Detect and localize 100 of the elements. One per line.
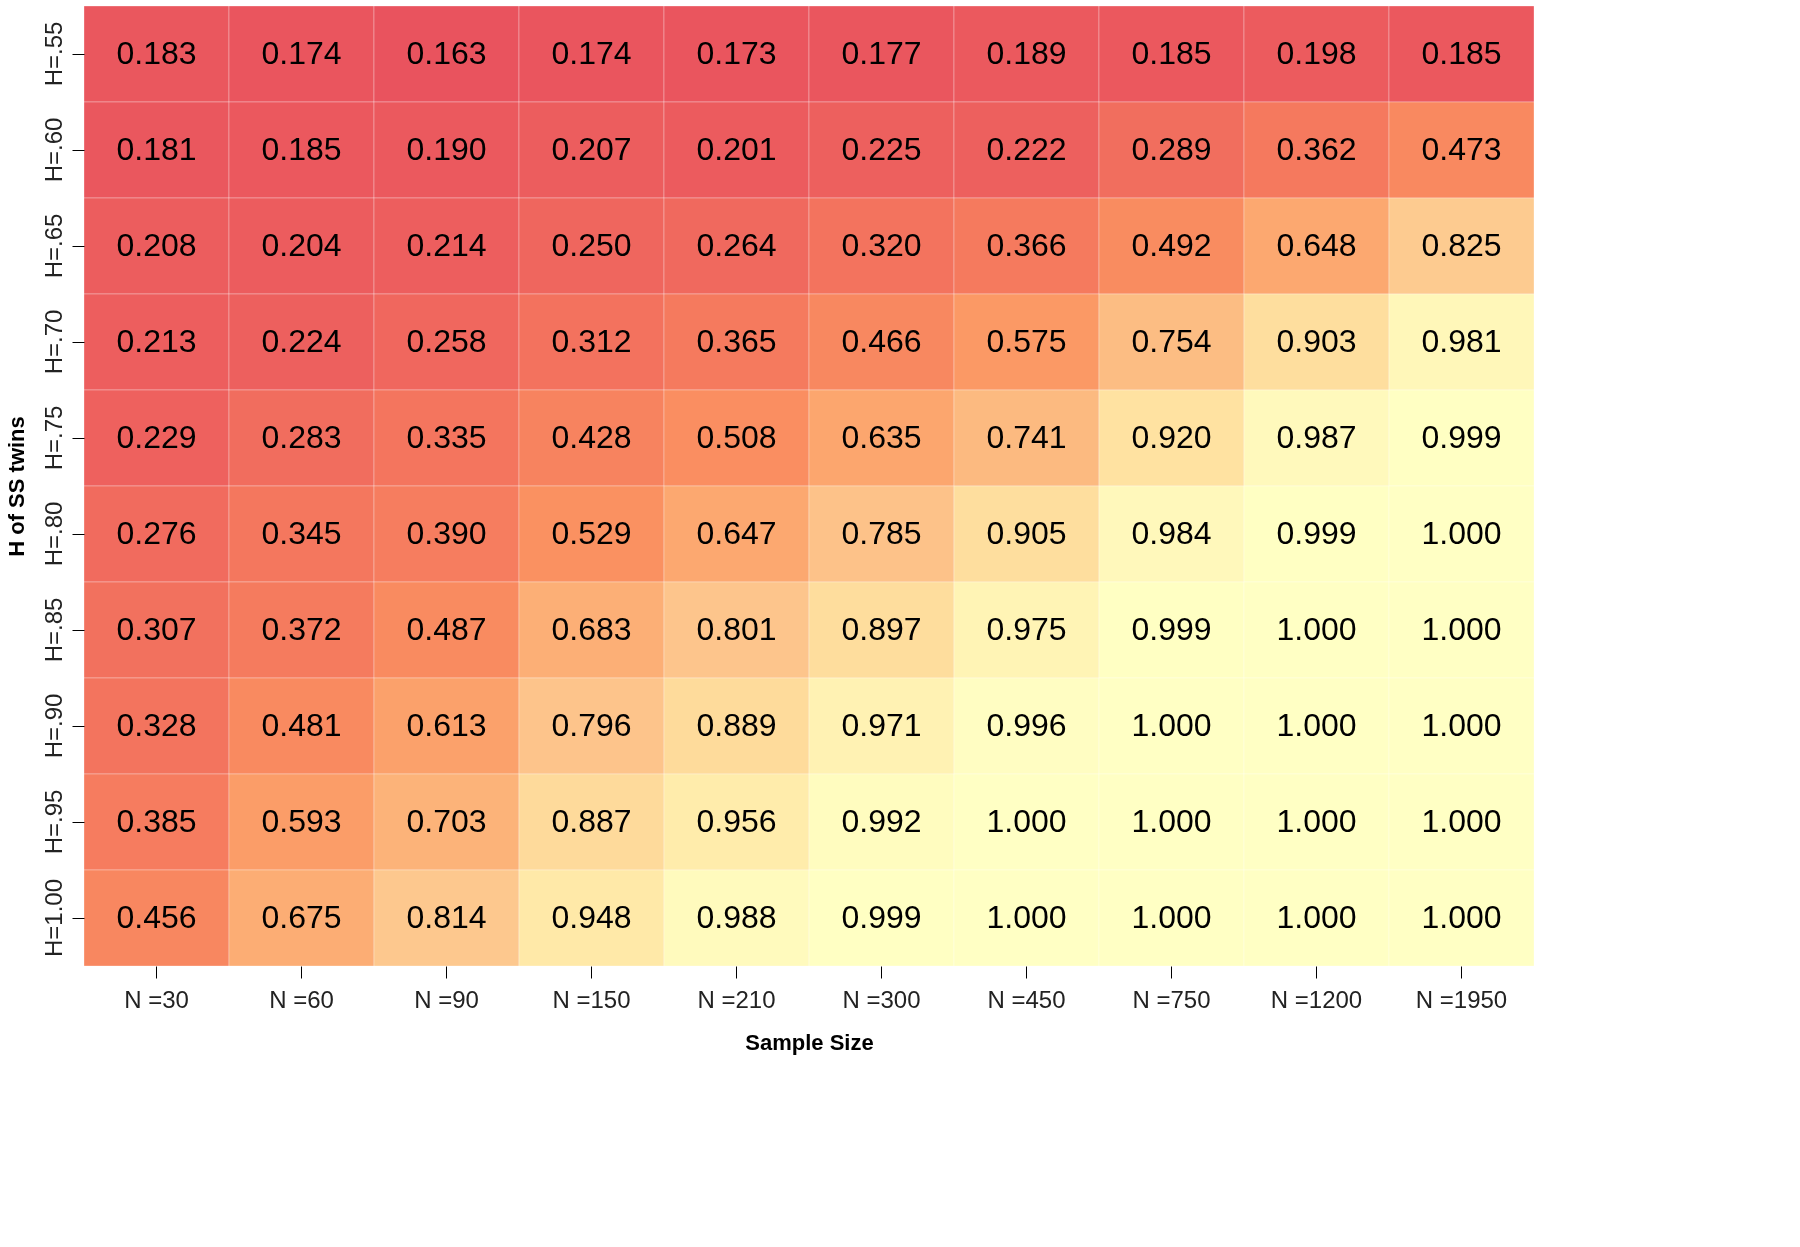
data-label: 0.999: [1421, 419, 1502, 455]
data-label: 0.345: [261, 515, 342, 551]
data-label: 0.903: [1276, 323, 1357, 359]
data-label: 0.487: [406, 611, 487, 647]
data-label: 0.185: [261, 131, 342, 167]
x-axis-title: Sample Size: [745, 1029, 874, 1055]
data-label: 0.956: [696, 803, 777, 839]
data-label: 0.289: [1131, 131, 1212, 167]
x-tick-label: N =150: [552, 985, 631, 1013]
data-label: 0.984: [1131, 515, 1212, 551]
data-label: 1.000: [1276, 899, 1357, 935]
data-label: 0.635: [841, 419, 922, 455]
data-label: 0.988: [696, 899, 777, 935]
data-label: 0.189: [986, 35, 1067, 71]
x-tick-label: N =210: [697, 985, 776, 1013]
data-label: 0.785: [841, 515, 922, 551]
data-label: 0.456: [116, 899, 197, 935]
data-label: 0.185: [1421, 35, 1502, 71]
data-label: 0.529: [551, 515, 632, 551]
data-label: 0.920: [1131, 419, 1212, 455]
data-label: 0.328: [116, 707, 197, 743]
data-label: 0.214: [406, 227, 487, 263]
y-tick-label: H=.90: [39, 693, 67, 759]
data-label: 0.703: [406, 803, 487, 839]
data-label: 1.000: [1131, 899, 1212, 935]
data-label: 0.276: [116, 515, 197, 551]
data-label: 0.675: [261, 899, 342, 935]
data-label: 0.981: [1421, 323, 1502, 359]
data-label: 0.372: [261, 611, 342, 647]
x-tick-label: N =1200: [1270, 985, 1363, 1013]
data-label: 1.000: [1421, 515, 1502, 551]
data-label: 0.177: [841, 35, 922, 71]
data-label: 0.575: [986, 323, 1067, 359]
data-label: 0.996: [986, 707, 1067, 743]
data-label: 0.999: [1276, 515, 1357, 551]
data-label: 0.390: [406, 515, 487, 551]
x-tick-label: N =300: [842, 985, 921, 1013]
data-label: 0.250: [551, 227, 632, 263]
data-label: 0.992: [841, 803, 922, 839]
y-tick-label: H=.60: [39, 117, 67, 183]
data-label: 0.208: [116, 227, 197, 263]
data-label: 0.229: [116, 419, 197, 455]
data-label: 0.613: [406, 707, 487, 743]
data-label: 0.473: [1421, 131, 1502, 167]
data-label: 0.201: [696, 131, 777, 167]
x-tick-label: N =1950: [1415, 985, 1508, 1013]
x-tick-label: N =450: [987, 985, 1066, 1013]
data-label: 0.174: [551, 35, 632, 71]
y-tick-label: H=.80: [39, 501, 67, 567]
data-label: 0.428: [551, 419, 632, 455]
data-label: 0.741: [986, 419, 1067, 455]
data-label: 0.796: [551, 707, 632, 743]
data-label: 0.283: [261, 419, 342, 455]
data-label: 0.190: [406, 131, 487, 167]
data-label: 1.000: [1421, 803, 1502, 839]
data-label: 0.183: [116, 35, 197, 71]
data-label: 0.173: [696, 35, 777, 71]
data-label: 1.000: [1421, 899, 1502, 935]
data-label: 0.647: [696, 515, 777, 551]
data-label: 0.466: [841, 323, 922, 359]
data-label: 0.999: [1131, 611, 1212, 647]
data-label: 0.222: [986, 131, 1067, 167]
data-label: 1.000: [1276, 803, 1357, 839]
data-label: 0.948: [551, 899, 632, 935]
data-label: 0.508: [696, 419, 777, 455]
data-label: 0.225: [841, 131, 922, 167]
data-label: 0.825: [1421, 227, 1502, 263]
y-tick-label: H=.55: [39, 21, 67, 87]
y-tick-label: H=.75: [39, 405, 67, 471]
data-label: 0.163: [406, 35, 487, 71]
data-label: 0.999: [841, 899, 922, 935]
data-label: 0.258: [406, 323, 487, 359]
data-label: 0.887: [551, 803, 632, 839]
y-tick-label: H=.95: [39, 789, 67, 855]
data-label: 0.889: [696, 707, 777, 743]
data-label: 1.000: [1276, 707, 1357, 743]
x-tick-label: N =60: [269, 985, 334, 1013]
data-label: 1.000: [986, 899, 1067, 935]
data-label: 0.204: [261, 227, 342, 263]
y-tick-label: H=.70: [39, 309, 67, 375]
data-label: 0.971: [841, 707, 922, 743]
y-axis-title: H of SS twins: [3, 416, 29, 557]
data-label: 1.000: [1131, 707, 1212, 743]
data-label: 0.905: [986, 515, 1067, 551]
data-label: 0.754: [1131, 323, 1212, 359]
data-label: 0.492: [1131, 227, 1212, 263]
x-tick-label: N =90: [414, 985, 479, 1013]
data-label: 0.481: [261, 707, 342, 743]
y-tick-label: H=.65: [39, 213, 67, 279]
data-label: 0.320: [841, 227, 922, 263]
y-tick-label: H=.85: [39, 597, 67, 663]
data-label: 0.213: [116, 323, 197, 359]
data-label: 0.385: [116, 803, 197, 839]
data-label: 0.174: [261, 35, 342, 71]
data-label: 0.307: [116, 611, 197, 647]
data-label: 0.224: [261, 323, 342, 359]
x-tick-label: N =750: [1132, 985, 1211, 1013]
data-label: 1.000: [1421, 611, 1502, 647]
data-label: 0.362: [1276, 131, 1357, 167]
data-label: 0.181: [116, 131, 197, 167]
